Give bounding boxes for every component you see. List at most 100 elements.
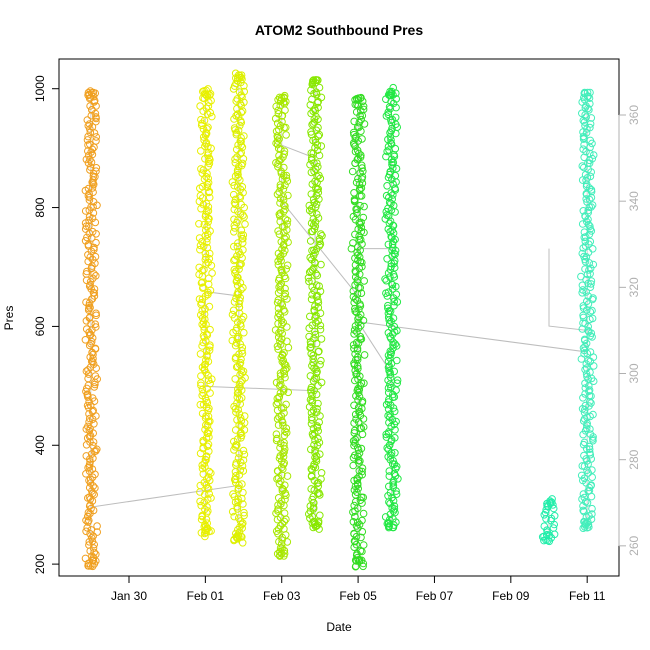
- data-point: [204, 484, 213, 493]
- data-point: [86, 163, 95, 171]
- data-point: [84, 159, 93, 167]
- data-point: [318, 232, 326, 240]
- data-point: [82, 367, 91, 376]
- data-point: [204, 376, 213, 385]
- data-point: [233, 242, 242, 251]
- data-point: [583, 413, 591, 422]
- data-point: [234, 74, 242, 83]
- data-point: [240, 328, 248, 337]
- data-point: [83, 233, 91, 242]
- data-point: [393, 379, 402, 388]
- data-point: [274, 398, 282, 407]
- data-point: [236, 358, 245, 367]
- data-point: [354, 251, 362, 259]
- data-point: [198, 342, 206, 350]
- data-point: [308, 391, 316, 400]
- data-point: [313, 271, 322, 280]
- data-point: [279, 452, 288, 461]
- data-point: [272, 378, 281, 387]
- data-point: [581, 523, 589, 531]
- data-point: [307, 128, 315, 136]
- data-point: [579, 145, 588, 153]
- data-point: [584, 292, 593, 301]
- data-point: [201, 292, 210, 300]
- data-point: [281, 292, 289, 301]
- data-point: [238, 159, 247, 168]
- data-point: [310, 364, 318, 373]
- data-point: [283, 295, 291, 303]
- data-point: [588, 473, 597, 482]
- data-point: [237, 394, 246, 402]
- data-point: [585, 94, 594, 102]
- data-point: [82, 516, 90, 525]
- data-point: [283, 323, 291, 331]
- data-point: [384, 445, 393, 454]
- data-point: [231, 475, 240, 483]
- data-point: [83, 401, 92, 410]
- data-point: [310, 105, 319, 113]
- data-point: [388, 124, 396, 133]
- data-point: [355, 449, 364, 458]
- data-point: [278, 350, 287, 359]
- data-point: [387, 348, 396, 357]
- data-point: [385, 467, 394, 475]
- data-point: [546, 498, 555, 507]
- data-point: [240, 412, 249, 420]
- data-point: [354, 403, 363, 412]
- data-point: [199, 125, 208, 133]
- data-point: [587, 481, 596, 489]
- data-point: [208, 269, 216, 277]
- data-point: [354, 318, 363, 327]
- data-point: [586, 172, 595, 181]
- data-point: [85, 193, 94, 202]
- data-point: [356, 411, 365, 420]
- data-point: [282, 174, 291, 182]
- y-right-tick-label: 360: [627, 105, 641, 125]
- data-point: [203, 519, 211, 528]
- data-point: [349, 292, 358, 301]
- data-point: [353, 146, 362, 155]
- data-point: [92, 117, 100, 126]
- data-point: [273, 190, 282, 199]
- data-point: [316, 511, 324, 520]
- data-point: [206, 341, 214, 350]
- data-point: [581, 121, 589, 130]
- data-point: [351, 512, 359, 521]
- data-point: [275, 393, 284, 401]
- data-point: [277, 155, 285, 164]
- data-point: [276, 522, 285, 530]
- data-point: [589, 260, 598, 269]
- data-point: [238, 183, 247, 191]
- data-point: [579, 319, 587, 327]
- data-point: [238, 520, 246, 529]
- data-point: [307, 445, 315, 454]
- data-point: [230, 265, 239, 274]
- data-point: [357, 192, 366, 200]
- data-point: [234, 239, 242, 247]
- data-point: [84, 132, 92, 141]
- data-point: [238, 234, 246, 243]
- data-point: [306, 160, 314, 169]
- data-point: [315, 83, 324, 92]
- data-point: [229, 490, 237, 498]
- data-point: [584, 326, 592, 335]
- data-point: [314, 103, 322, 112]
- data-point: [236, 466, 245, 474]
- data-point: [392, 290, 401, 299]
- data-point: [310, 225, 319, 233]
- data-point: [92, 137, 100, 145]
- data-point: [585, 386, 594, 394]
- data-point: [85, 120, 94, 128]
- data-point: [272, 430, 281, 439]
- data-point: [92, 309, 100, 318]
- data-point: [351, 147, 360, 156]
- data-point: [231, 159, 240, 167]
- data-point: [306, 237, 315, 245]
- data-point: [207, 494, 215, 502]
- data-point: [82, 527, 90, 536]
- data-point: [229, 190, 238, 199]
- data-point: [239, 456, 248, 465]
- data-point: [586, 123, 594, 132]
- data-point: [386, 273, 394, 281]
- data-point: [585, 392, 594, 400]
